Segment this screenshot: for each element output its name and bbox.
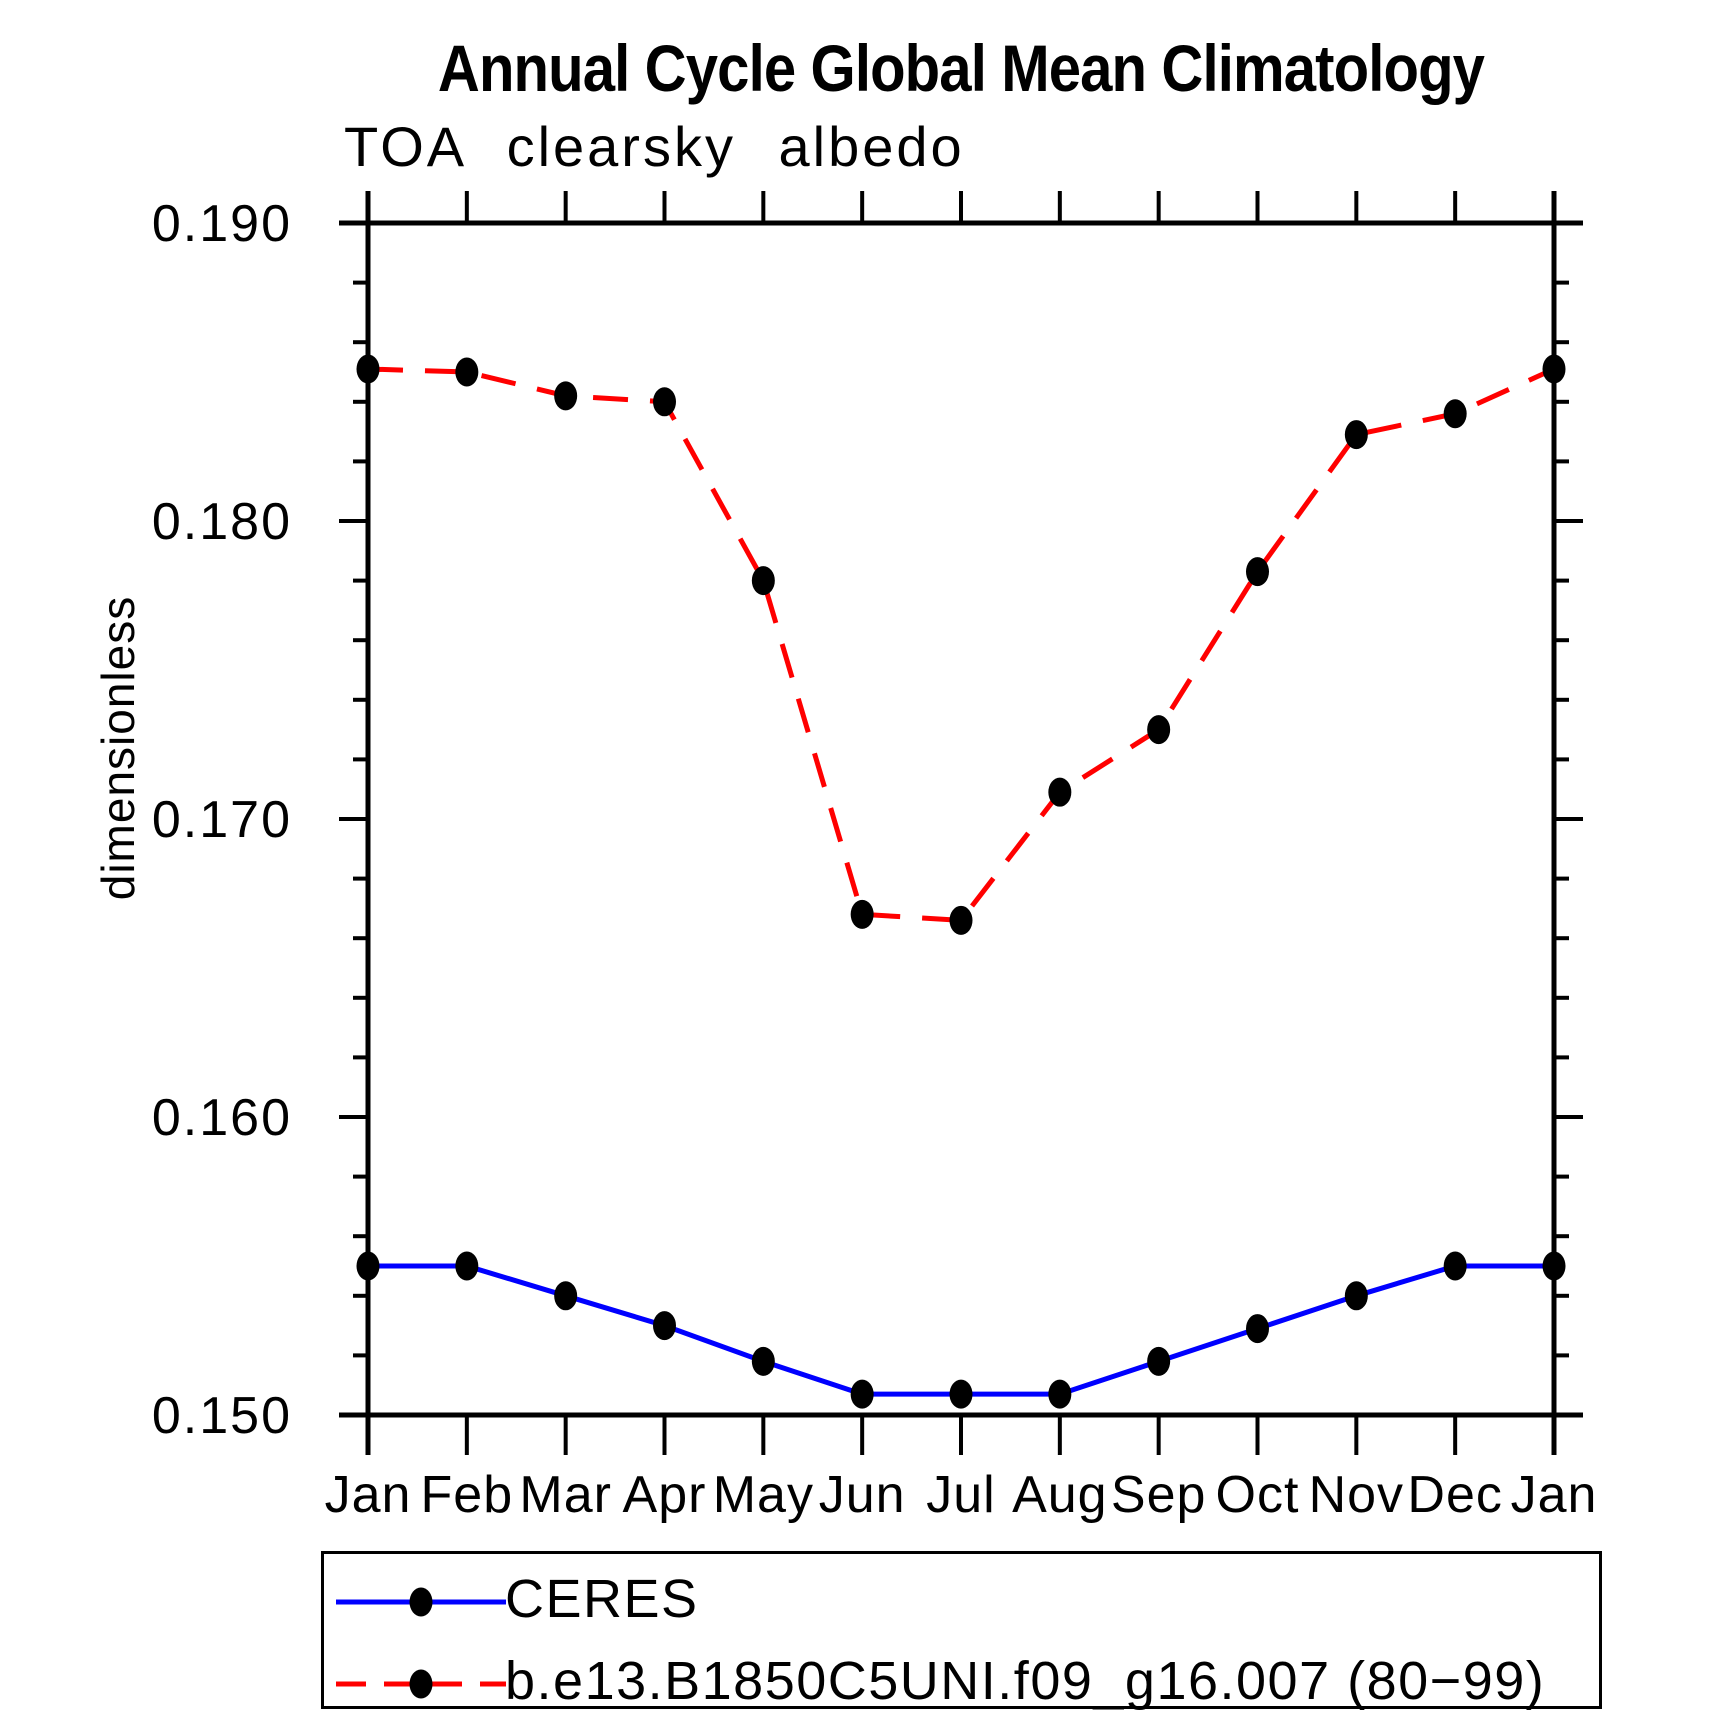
data-point-marker (751, 566, 775, 596)
data-point-marker (455, 1251, 479, 1281)
legend-label-model: b.e13.B1850C5UNI.f09_g16.007 (80−99) (505, 1650, 1546, 1711)
data-point-marker (653, 387, 676, 417)
data-point-marker (1048, 777, 1072, 807)
x-tick-label: Jan (1511, 1466, 1598, 1524)
data-point-marker (850, 1379, 874, 1409)
tick-marks (339, 191, 1583, 1455)
data-point-marker (1542, 354, 1566, 384)
data-point-marker (455, 357, 479, 387)
data-point-marker (356, 354, 380, 384)
data-point-marker (1344, 1281, 1368, 1311)
y-tick-label: 0.170 (152, 791, 292, 849)
x-tick-label: Mar (519, 1466, 612, 1524)
chart-subtitle: TOA clearsky albedo (344, 115, 965, 178)
axes (339, 191, 1583, 1455)
x-tick-label: Feb (421, 1466, 514, 1524)
x-tick-label: Sep (1111, 1466, 1207, 1524)
y-tick-label: 0.160 (152, 1089, 292, 1147)
data-point-marker (1443, 1251, 1467, 1281)
data-point-marker (949, 905, 973, 935)
series-1-line (367, 366, 1556, 923)
data-point-marker (1048, 1379, 1072, 1409)
x-tick-label: May (713, 1466, 814, 1524)
data-point-marker (554, 1281, 578, 1311)
ceres-marker-dot (409, 1587, 433, 1617)
y-tick-label: 0.180 (152, 493, 292, 551)
model-marker-dot (409, 1669, 433, 1699)
x-tick-label: Apr (623, 1466, 707, 1524)
chart-title: Annual Cycle Global Mean Climatology (367, 30, 1556, 106)
data-point-marker (1246, 1314, 1269, 1344)
data-point-marker (1147, 715, 1171, 745)
data-point-marker (1246, 557, 1269, 587)
x-tick-labels: Jan Feb Mar Apr May Jun Jul Aug Sep Oct Nov Dec Jan (325, 1466, 1598, 1524)
series-0-line (368, 1263, 1554, 1397)
x-tick-label: Aug (1012, 1466, 1108, 1524)
data-point-marker (554, 381, 578, 411)
chart-title-text: Annual Cycle Global Mean Climatology (437, 31, 1485, 105)
data-point-marker (1443, 399, 1467, 429)
y-tick-label: 0.150 (152, 1387, 292, 1445)
data-point-marker (1147, 1346, 1171, 1376)
x-tick-label: Dec (1407, 1466, 1502, 1524)
series-0 (356, 1251, 1566, 1409)
model-swatch (336, 1669, 506, 1699)
data-point-marker (949, 1379, 973, 1409)
y-tick-label: 0.190 (152, 195, 292, 253)
data-point-marker (751, 1346, 775, 1376)
legend-box: CERES b.e13.B1850C5UNI.f09_g16.007 (80−9… (321, 1551, 1602, 1711)
data-point-marker (850, 899, 874, 929)
ceres-swatch (336, 1587, 506, 1617)
data-point-marker (356, 1251, 380, 1281)
x-tick-label: Oct (1216, 1466, 1300, 1524)
series-1 (356, 354, 1566, 935)
data-point-marker (1344, 420, 1368, 450)
data-point-marker (653, 1311, 676, 1341)
data-point-marker (1542, 1251, 1566, 1281)
x-tick-label: Jun (819, 1466, 906, 1524)
x-tick-label: Nov (1309, 1466, 1404, 1524)
x-tick-label: Jul (926, 1466, 995, 1524)
x-tick-label: Jan (325, 1466, 412, 1524)
legend-label-ceres: CERES (505, 1568, 699, 1629)
y-tick-labels: 0.150 0.160 0.170 0.180 0.190 (152, 195, 292, 1445)
y-axis-label: dimensionless (92, 595, 144, 901)
